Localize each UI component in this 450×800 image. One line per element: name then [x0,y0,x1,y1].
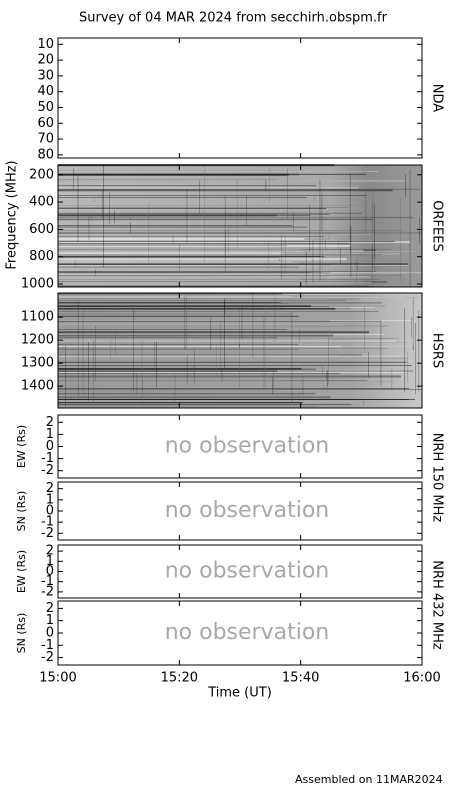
x-tick-label: 15:00 [39,671,76,686]
y-tick-label: 1100 [21,310,54,325]
y-tick-label: -2 [41,526,54,541]
y-tick-label: 70 [37,132,54,147]
instrument-label: NDA [430,84,445,113]
y-tick-label: 2 [46,601,54,616]
y-tick-label: 30 [37,68,54,83]
panel-y-label: EW (Rs) [15,425,28,468]
instrument-label: ORFEES [430,200,445,251]
y-tick-label: 600 [29,222,54,237]
y-tick-label: 10 [37,37,54,52]
y-tick-label: -2 [41,650,54,665]
y-tick-label: 0 [46,626,54,641]
x-tick-label: 15:20 [161,671,198,686]
panel-y-label: SN (Rs) [15,491,28,532]
footer: Assembled on 11MAR2024 [295,773,443,786]
instrument-label: NRH 150 MHz [430,433,445,523]
y-tick-label: -2 [41,463,54,478]
annotation: no observation [165,559,330,584]
panel-y-label: EW (Rs) [15,550,28,593]
y-tick-label: 0 [46,564,54,579]
chart-title: Survey of 04 MAR 2024 from secchirh.obsp… [79,11,388,26]
y-tick-label: 800 [29,249,54,264]
y-tick-label: -1 [41,638,54,653]
panel-frame [57,164,423,288]
y-tick-label: 0 [46,504,54,519]
y-tick-label: 1 [46,427,54,442]
y-tick-label: 1400 [21,379,54,394]
panel-y-label: SN (Rs) [15,613,28,654]
y-tick-label: 1000 [21,276,54,291]
y-tick-label: -1 [41,515,54,530]
annotation: no observation [165,498,330,523]
x-axis-label: Time (UT) [207,686,272,701]
y-tick-label: 2 [46,415,54,430]
y-tick-label: 1 [46,613,54,628]
y-tick-label: 50 [37,100,54,115]
panel-frame [57,292,423,409]
y-tick-label: -1 [41,451,54,466]
x-tick-label: 16:00 [403,671,440,686]
y-tick-label: 200 [29,167,54,182]
y-tick-label: 1200 [21,333,54,348]
y-tick-label: 400 [29,195,54,210]
annotation: no observation [165,620,330,645]
x-tick-label: 15:40 [282,671,319,686]
instrument-label: HSRS [430,333,445,368]
y-tick-label: 0 [46,439,54,454]
y-tick-label: 2 [46,544,54,559]
y-tick-label: 20 [37,53,54,68]
annotation: no observation [165,434,330,459]
y-tick-label: 1 [46,554,54,569]
panel-frame [57,37,423,159]
y-tick-label: 1 [46,492,54,507]
y-tick-label: 60 [37,116,54,131]
y-tick-label: -2 [41,584,54,599]
y-axis-label: Frequency (MHz) [5,160,20,269]
y-tick-label: -1 [41,574,54,589]
y-tick-label: 2 [46,481,54,496]
y-tick-label: 40 [37,84,54,99]
instrument-label: NRH 432 MHz [430,560,445,650]
y-tick-label: 1300 [21,356,54,371]
y-tick-label: 80 [37,147,54,162]
